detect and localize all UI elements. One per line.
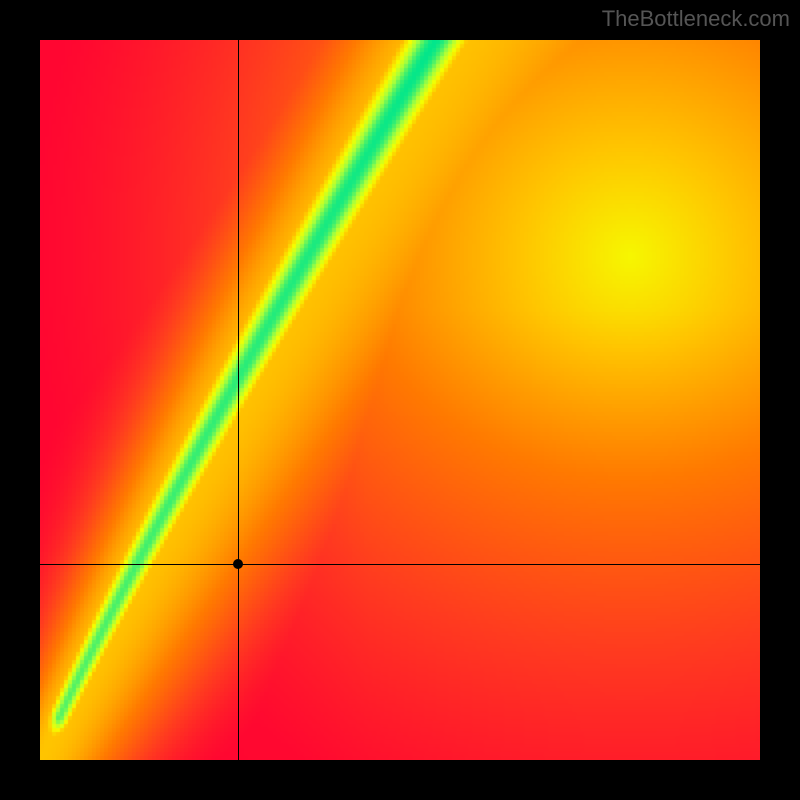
frame-bottom [0, 760, 800, 800]
chart-container: TheBottleneck.com [0, 0, 800, 800]
watermark-text: TheBottleneck.com [602, 6, 790, 32]
heatmap-canvas [40, 40, 760, 760]
frame-right [760, 0, 800, 800]
crosshair-vertical [238, 40, 239, 760]
frame-left [0, 0, 40, 800]
crosshair-horizontal [40, 564, 760, 565]
